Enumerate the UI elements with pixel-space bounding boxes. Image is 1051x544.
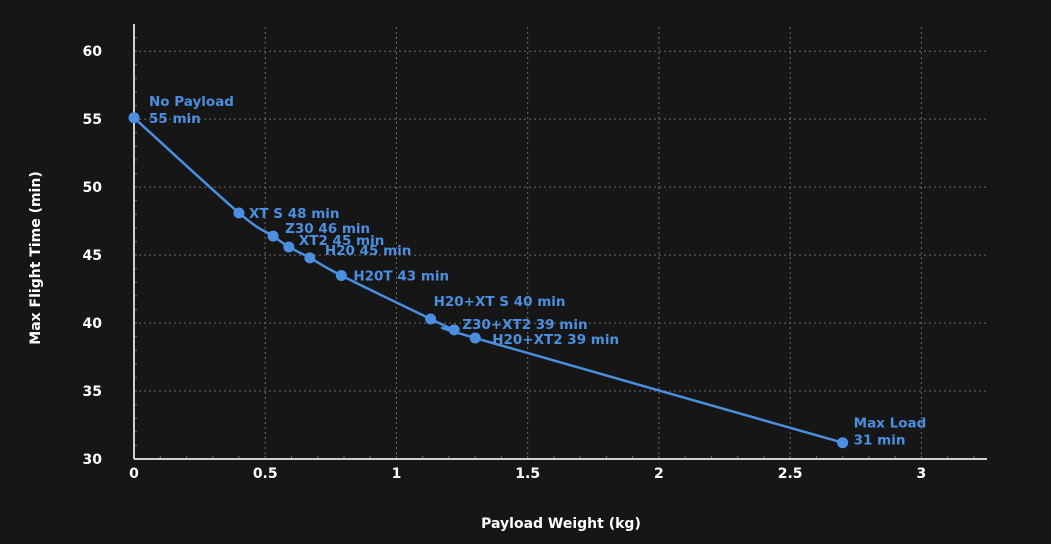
- data-label: Max Load 31 min: [854, 416, 927, 449]
- data-label: No Payload 55 min: [149, 94, 234, 127]
- series-line-layer: [133, 116, 843, 444]
- data-label: H20T 43 min: [353, 268, 449, 284]
- data-label: H20+XT S 40 min: [434, 294, 566, 310]
- data-points: [128, 112, 849, 449]
- y-tick-label: 45: [83, 248, 102, 264]
- data-label: H20+XT2 39 min: [492, 332, 619, 348]
- y-tick-label: 60: [83, 44, 103, 60]
- axes: 0 0.5 1 1.5 2 2.5 3 30 35 40 45 50 55 60: [83, 24, 987, 482]
- x-tick-label: 1.5: [515, 466, 540, 482]
- data-point: [837, 437, 849, 449]
- x-tick-label: 3: [917, 466, 927, 482]
- data-label: XT2 45 min: [299, 233, 385, 249]
- data-label: XT S 48 min: [249, 206, 340, 222]
- x-tick-label: 2: [654, 466, 664, 482]
- data-point: [267, 230, 279, 242]
- y-tick-label: 30: [83, 452, 103, 468]
- x-axis-title: Payload Weight (kg): [481, 516, 641, 532]
- x-tick-label: 0.5: [253, 466, 278, 482]
- data-point: [469, 332, 481, 344]
- y-tick-label: 50: [83, 180, 103, 196]
- y-tick-label: 35: [83, 384, 102, 400]
- x-tick-label: 2.5: [778, 466, 803, 482]
- data-point: [425, 313, 437, 325]
- data-point: [128, 112, 140, 124]
- data-point: [233, 207, 245, 219]
- x-tick-label: 1: [392, 466, 402, 482]
- data-label: Z30+XT2 39 min: [462, 317, 587, 333]
- y-axis-title: Max Flight Time (min): [28, 171, 44, 344]
- y-tick-label: 55: [83, 112, 102, 128]
- data-point: [335, 269, 347, 281]
- data-label: Z30 46 min: [285, 221, 370, 237]
- x-tick-label: 0: [129, 466, 139, 482]
- y-tick-label: 40: [83, 316, 103, 332]
- data-point: [283, 241, 295, 253]
- data-label: H20 45 min: [325, 243, 412, 259]
- grid: [134, 24, 987, 459]
- data-point: [304, 252, 316, 264]
- series-line: [133, 116, 843, 444]
- data-point: [448, 324, 460, 336]
